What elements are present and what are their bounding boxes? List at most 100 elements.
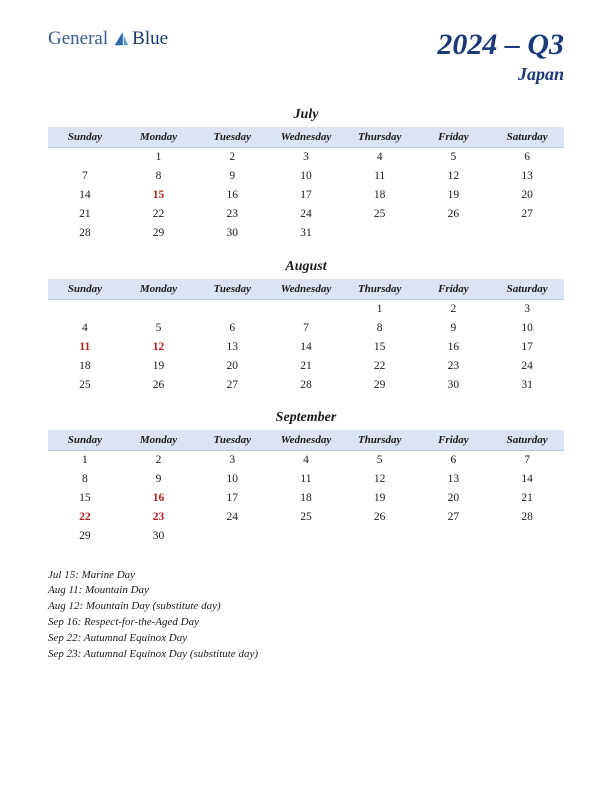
day-header: Saturday <box>490 430 564 451</box>
calendar-cell <box>417 224 491 243</box>
day-header: Wednesday <box>269 279 343 300</box>
calendar-cell: 11 <box>48 337 122 356</box>
calendar-row: 18192021222324 <box>48 356 564 375</box>
calendar-cell: 25 <box>343 205 417 224</box>
calendar-cell: 20 <box>195 356 269 375</box>
day-header: Friday <box>417 430 491 451</box>
calendar-cell: 22 <box>343 356 417 375</box>
holiday-note-line: Sep 23: Autumnal Equinox Day (substitute… <box>48 647 564 663</box>
calendar-cell: 1 <box>343 299 417 318</box>
calendar-cell: 30 <box>195 224 269 243</box>
calendar-cell: 11 <box>343 167 417 186</box>
calendar-cell: 20 <box>417 489 491 508</box>
calendar-cell: 25 <box>48 375 122 394</box>
calendar-cell: 15 <box>48 489 122 508</box>
calendar-cell: 29 <box>48 527 122 546</box>
calendar-cell: 4 <box>343 148 417 167</box>
months-container: JulySundayMondayTuesdayWednesdayThursday… <box>48 107 564 546</box>
calendar-cell: 4 <box>48 318 122 337</box>
calendar-cell: 9 <box>195 167 269 186</box>
calendar-row: 21222324252627 <box>48 205 564 224</box>
holiday-notes: Jul 15: Marine DayAug 11: Mountain DayAu… <box>48 568 564 664</box>
calendar-cell: 19 <box>417 186 491 205</box>
calendar-cell: 15 <box>122 186 196 205</box>
day-header: Thursday <box>343 279 417 300</box>
calendar-cell: 29 <box>122 224 196 243</box>
day-header: Sunday <box>48 127 122 148</box>
calendar-cell: 14 <box>269 337 343 356</box>
logo: General Blue <box>48 28 168 50</box>
calendar-cell: 14 <box>490 470 564 489</box>
calendar-cell: 7 <box>48 167 122 186</box>
calendar-cell: 24 <box>269 205 343 224</box>
holiday-note-line: Sep 22: Autumnal Equinox Day <box>48 631 564 647</box>
calendar-cell: 31 <box>269 224 343 243</box>
calendar-cell: 26 <box>417 205 491 224</box>
calendar-cell: 5 <box>122 318 196 337</box>
calendar-cell: 11 <box>269 470 343 489</box>
calendar-cell <box>417 527 491 546</box>
calendar-cell: 8 <box>48 470 122 489</box>
calendar-cell: 5 <box>417 148 491 167</box>
calendar-cell: 7 <box>490 451 564 470</box>
day-header: Tuesday <box>195 127 269 148</box>
calendar-cell: 12 <box>417 167 491 186</box>
calendar-cell: 12 <box>343 470 417 489</box>
month-block: SeptemberSundayMondayTuesdayWednesdayThu… <box>48 410 564 546</box>
calendar-cell: 28 <box>269 375 343 394</box>
month-name: July <box>48 107 564 123</box>
calendar-cell: 3 <box>269 148 343 167</box>
month-name: September <box>48 410 564 426</box>
calendar-cell: 21 <box>490 489 564 508</box>
day-header: Tuesday <box>195 430 269 451</box>
calendar-cell: 17 <box>269 186 343 205</box>
day-header: Sunday <box>48 279 122 300</box>
calendar-row: 2930 <box>48 527 564 546</box>
calendar-row: 22232425262728 <box>48 508 564 527</box>
calendar-cell <box>48 148 122 167</box>
calendar-cell: 23 <box>417 356 491 375</box>
calendar-cell: 2 <box>417 299 491 318</box>
calendar-cell: 13 <box>195 337 269 356</box>
calendar-cell: 27 <box>417 508 491 527</box>
calendar-cell <box>343 224 417 243</box>
calendar-row: 25262728293031 <box>48 375 564 394</box>
calendar-row: 45678910 <box>48 318 564 337</box>
page-subtitle: Japan <box>437 64 564 85</box>
calendar-cell: 16 <box>122 489 196 508</box>
title-block: 2024 – Q3 Japan <box>437 28 564 85</box>
calendar-cell: 14 <box>48 186 122 205</box>
calendar-cell <box>490 527 564 546</box>
day-header: Thursday <box>343 127 417 148</box>
logo-text-blue: Blue <box>132 28 168 50</box>
day-header: Friday <box>417 127 491 148</box>
calendar-row: 1234567 <box>48 451 564 470</box>
day-header: Wednesday <box>269 127 343 148</box>
calendar-row: 891011121314 <box>48 470 564 489</box>
day-header: Sunday <box>48 430 122 451</box>
calendar-cell: 26 <box>122 375 196 394</box>
calendar-cell: 27 <box>195 375 269 394</box>
calendar-row: 28293031 <box>48 224 564 243</box>
logo-text-general: General <box>48 28 108 50</box>
calendar-table: SundayMondayTuesdayWednesdayThursdayFrid… <box>48 279 564 395</box>
calendar-cell: 9 <box>417 318 491 337</box>
calendar-cell: 18 <box>269 489 343 508</box>
holiday-note-line: Sep 16: Respect-for-the-Aged Day <box>48 615 564 631</box>
calendar-cell: 30 <box>122 527 196 546</box>
calendar-cell: 16 <box>195 186 269 205</box>
calendar-cell: 24 <box>490 356 564 375</box>
day-header: Monday <box>122 430 196 451</box>
calendar-cell: 22 <box>122 205 196 224</box>
calendar-cell: 1 <box>122 148 196 167</box>
day-header: Monday <box>122 127 196 148</box>
calendar-cell: 12 <box>122 337 196 356</box>
calendar-cell: 15 <box>343 337 417 356</box>
holiday-note-line: Jul 15: Marine Day <box>48 568 564 584</box>
calendar-cell: 13 <box>417 470 491 489</box>
calendar-cell: 2 <box>122 451 196 470</box>
calendar-cell: 1 <box>48 451 122 470</box>
day-header: Saturday <box>490 279 564 300</box>
calendar-table: SundayMondayTuesdayWednesdayThursdayFrid… <box>48 127 564 243</box>
month-block: AugustSundayMondayTuesdayWednesdayThursd… <box>48 259 564 395</box>
